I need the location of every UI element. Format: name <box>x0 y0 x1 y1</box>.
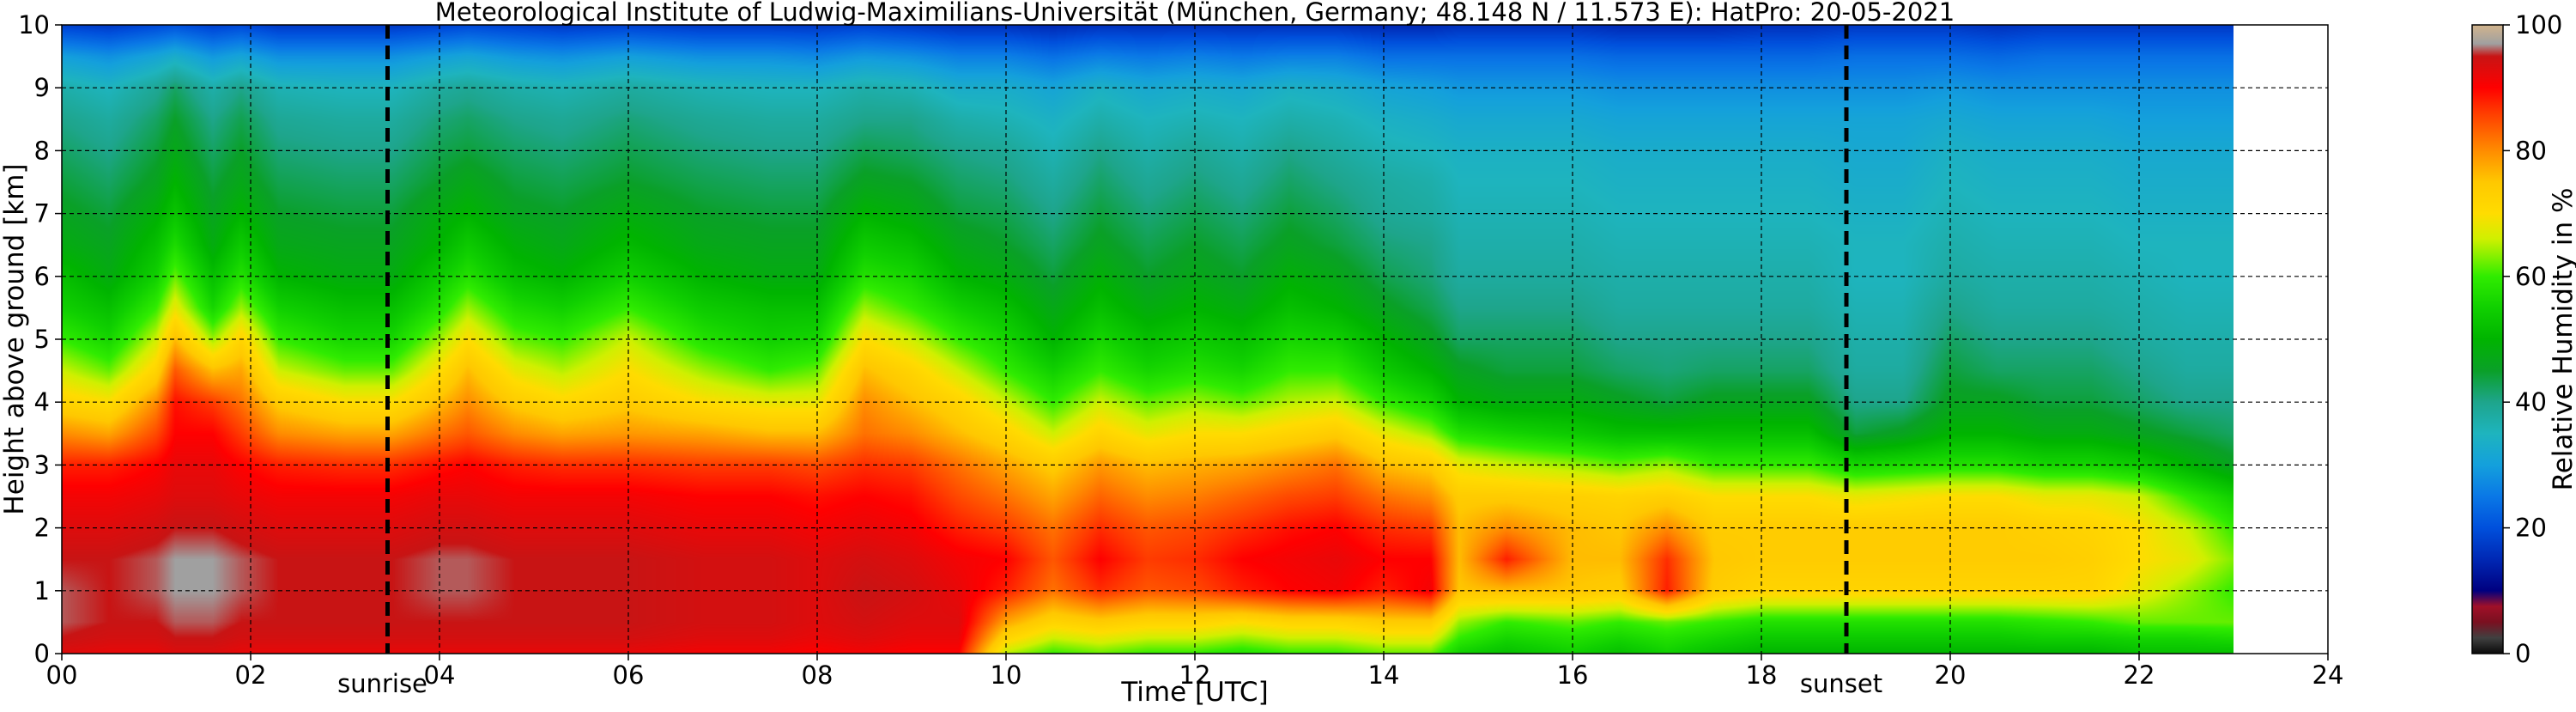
y-tick-label: 6 <box>34 262 50 291</box>
event-markers: sunrise sunset <box>337 25 1882 698</box>
colorbar-ticks: 0 20 40 60 80 100 <box>2503 10 2562 668</box>
x-tick-label: 16 <box>1557 660 1589 690</box>
x-tick-label: 10 <box>991 660 1022 690</box>
grid-lines <box>62 25 2328 654</box>
sunset-label: sunset <box>1800 669 1882 698</box>
y-axis-ticks: 0 1 2 3 4 5 6 7 8 9 10 <box>18 10 62 668</box>
y-tick-label: 8 <box>34 136 50 165</box>
colorbar-tick-label: 0 <box>2515 639 2531 668</box>
x-tick-label: 08 <box>802 660 833 690</box>
y-tick-label: 9 <box>34 73 50 102</box>
x-tick-label: 18 <box>1746 660 1778 690</box>
x-tick-label: 24 <box>2312 660 2344 690</box>
y-tick-label: 3 <box>34 450 50 479</box>
colorbar-label: Relative Humidity in % <box>2548 188 2576 491</box>
colorbar: 0 20 40 60 80 100 Relative Humidity in % <box>2471 10 2576 668</box>
chart-title: Meteorological Institute of Ludwig-Maxim… <box>435 0 1955 27</box>
x-tick-label: 00 <box>46 660 78 690</box>
colorbar-tick-label: 100 <box>2515 10 2562 40</box>
colorbar-tick-label: 80 <box>2515 136 2547 165</box>
colorbar-scale <box>2471 24 2504 654</box>
x-axis-ticks: 00 02 04 06 08 10 12 14 16 18 20 22 24 <box>46 654 2344 690</box>
y-tick-label: 1 <box>34 576 50 606</box>
x-tick-label: 02 <box>235 660 267 690</box>
x-tick-label: 04 <box>424 660 456 690</box>
y-tick-label: 7 <box>34 199 50 228</box>
colorbar-tick-label: 40 <box>2515 387 2547 417</box>
x-axis-label: Time [UTC] <box>1120 677 1268 708</box>
colorbar-tick-label: 20 <box>2515 514 2547 543</box>
y-tick-label: 4 <box>34 387 50 417</box>
sunrise-label: sunrise <box>337 669 427 698</box>
x-tick-label: 14 <box>1368 660 1400 690</box>
y-tick-label: 5 <box>34 325 50 354</box>
y-axis-label: Height above ground [km] <box>0 163 30 514</box>
y-tick-label: 10 <box>18 10 50 40</box>
x-tick-label: 22 <box>2124 660 2155 690</box>
y-tick-label: 2 <box>34 514 50 543</box>
x-tick-label: 06 <box>613 660 645 690</box>
x-tick-label: 12 <box>1179 660 1211 690</box>
x-tick-label: 20 <box>1935 660 1967 690</box>
colorbar-tick-label: 60 <box>2515 262 2547 291</box>
y-tick-label: 0 <box>34 639 50 668</box>
